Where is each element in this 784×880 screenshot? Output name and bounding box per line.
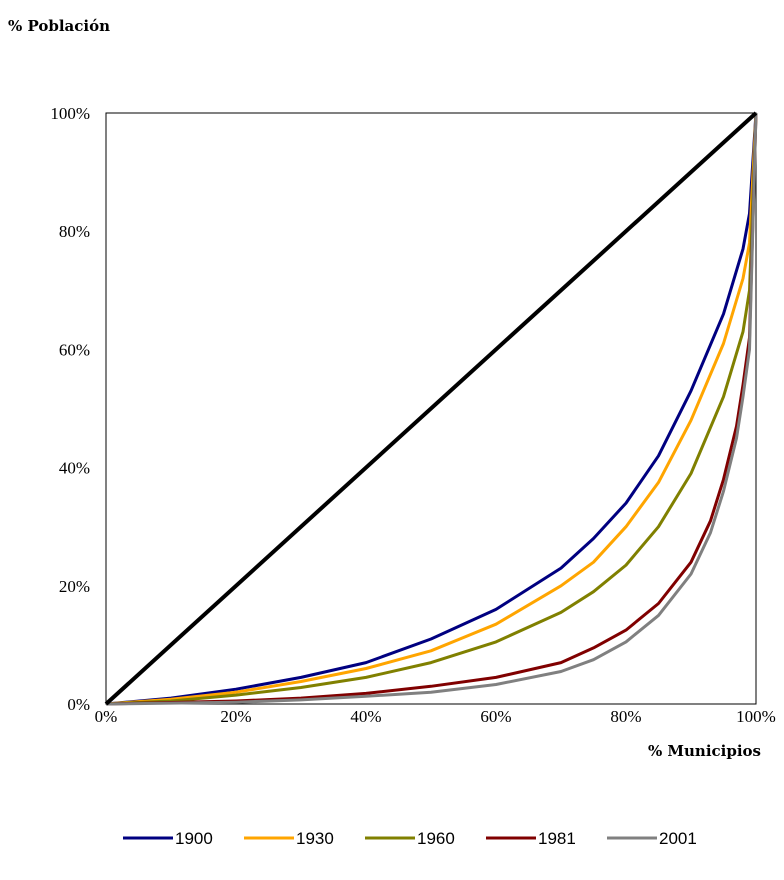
legend-label-1981: 1981 bbox=[538, 829, 576, 848]
x-tick-label: 40% bbox=[350, 707, 381, 726]
y-axis-title: % Población bbox=[8, 17, 110, 35]
legend-label-1900: 1900 bbox=[175, 829, 213, 848]
y-tick-label: 80% bbox=[59, 222, 90, 241]
x-tick-label: 80% bbox=[610, 707, 641, 726]
legend-label-2001: 2001 bbox=[659, 829, 697, 848]
series-line-1930 bbox=[105, 112, 758, 706]
series-line-1900 bbox=[105, 112, 758, 706]
y-tick-label: 0% bbox=[67, 695, 90, 714]
y-tick-label: 100% bbox=[50, 104, 90, 123]
legend-label-1960: 1960 bbox=[417, 829, 455, 848]
legend-label-1930: 1930 bbox=[296, 829, 334, 848]
x-tick-label: 20% bbox=[220, 707, 251, 726]
y-tick-label: 40% bbox=[59, 459, 90, 478]
equality-line bbox=[104, 111, 758, 706]
x-tick-label: 100% bbox=[736, 707, 776, 726]
x-axis-title: % Municipios bbox=[648, 742, 761, 760]
x-tick-label: 0% bbox=[95, 707, 118, 726]
legend: 1900 1930 1960 1981 2001 bbox=[123, 829, 697, 848]
series-line-1981 bbox=[105, 112, 758, 706]
y-tick-labels: 0% 20% 40% 60% 80% 100% bbox=[50, 104, 90, 714]
series-line-2001 bbox=[105, 112, 758, 706]
x-tick-labels: 0% 20% 40% 60% 80% 100% bbox=[95, 707, 776, 726]
series-lines bbox=[104, 111, 758, 706]
y-tick-label: 20% bbox=[59, 577, 90, 596]
x-tick-label: 60% bbox=[480, 707, 511, 726]
y-tick-label: 60% bbox=[59, 340, 90, 359]
series-line-1960 bbox=[105, 112, 758, 706]
